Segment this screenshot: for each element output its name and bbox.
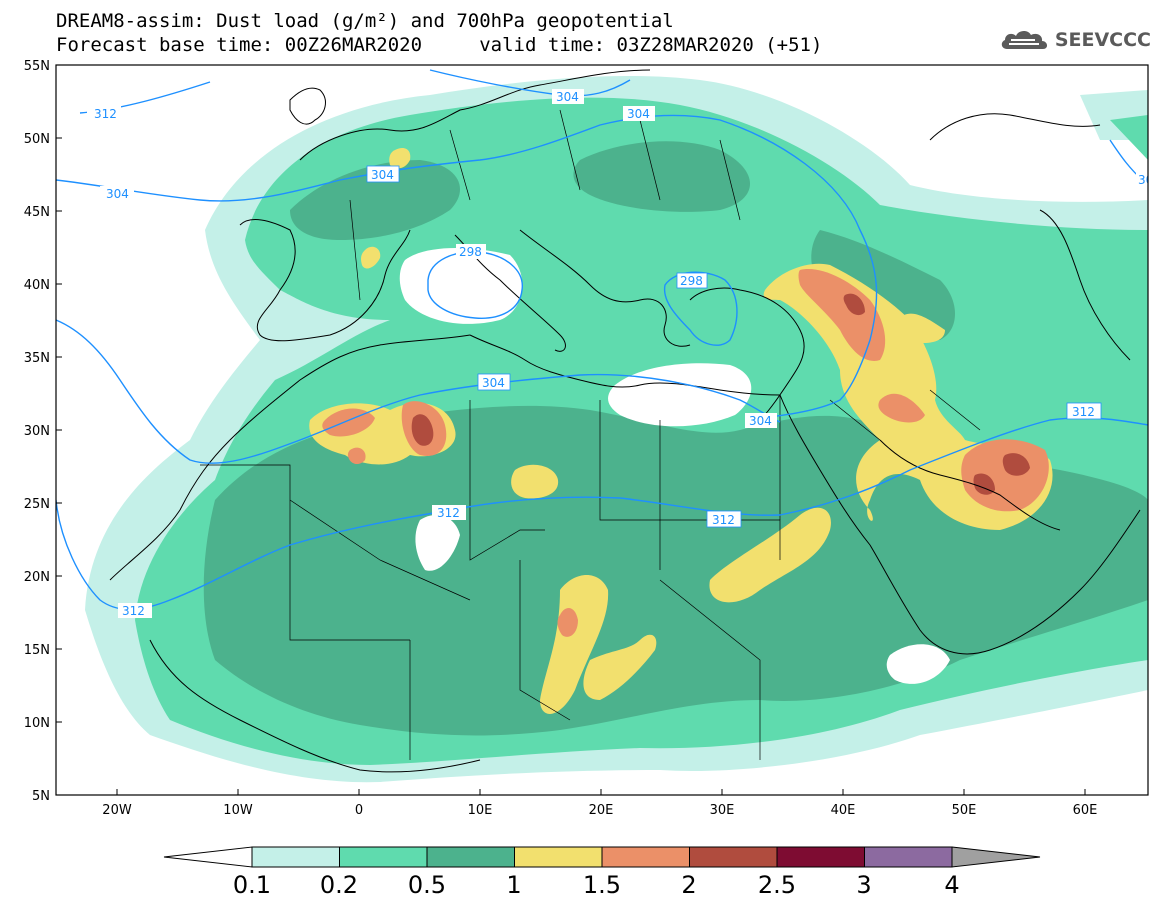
lat-tick-label: 25N (24, 497, 50, 512)
lon-tick-label: 60E (1073, 803, 1098, 818)
colorbar-label: 4 (944, 871, 959, 899)
colorbar-label: 1.5 (583, 871, 621, 899)
map-title: DREAM8-assim: Dust load (g/m²) and 700hP… (56, 10, 674, 32)
colorbar-labels: 0.1 0.2 0.5 1 1.5 2 2.5 3 4 (233, 871, 960, 899)
colorbar-low-arrow (163, 846, 253, 868)
lon-tick-label: 20E (589, 803, 614, 818)
colorbar-box (514, 846, 603, 868)
contour-label: 312 (122, 604, 145, 618)
seevccc-logo: SEEVCCC (999, 27, 1151, 53)
colorbar-box (776, 846, 865, 868)
lat-tick-label: 20N (24, 570, 50, 585)
colorbar-label: 2.5 (758, 871, 796, 899)
contour-label: 304 (106, 187, 129, 201)
lon-tick-label: 0 (355, 803, 363, 818)
contour-label: 312 (437, 506, 460, 520)
lat-labels: 55N 50N 45N 40N 35N 30N 25N 20N 15N 10N … (24, 59, 50, 804)
lon-labels: 20W 10W 0 10E 20E 30E 40E 50E 60E (102, 803, 1097, 818)
lat-tick-label: 45N (24, 205, 50, 220)
colorbar-box (689, 846, 778, 868)
colorbar-label: 0.2 (320, 871, 358, 899)
lat-tick-label: 10N (24, 716, 50, 731)
colorbar-box (864, 846, 953, 868)
lon-axis (116, 789, 1086, 795)
map-subtitle: Forecast base time: 00Z26MAR2020 valid t… (56, 34, 823, 56)
lon-tick-label: 50E (952, 803, 977, 818)
lat-axis (56, 64, 62, 796)
colorbar-label: 2 (681, 871, 696, 899)
lat-tick-label: 40N (24, 278, 50, 293)
contour-label: 30 (1138, 173, 1153, 187)
lat-tick-label: 15N (24, 643, 50, 658)
dust-band-2 (411, 293, 1030, 495)
lon-tick-label: 10E (468, 803, 493, 818)
cloud-icon (1001, 30, 1047, 49)
lon-tick-label: 30E (710, 803, 735, 818)
contour-label: 312 (712, 513, 735, 527)
colorbar-box (251, 846, 340, 868)
contour-label: 298 (680, 274, 703, 288)
lon-tick-label: 40E (831, 803, 856, 818)
colorbar-high-arrow (951, 846, 1041, 868)
contour-label: 304 (556, 90, 579, 104)
contour-label: 304 (749, 414, 772, 428)
country-borders (200, 109, 981, 760)
contour-label: 312 (94, 107, 117, 121)
contour-label: 304 (371, 168, 394, 182)
lon-tick-label: 10W (223, 803, 253, 818)
sea-areas (399, 248, 950, 684)
colorbar-box (601, 846, 690, 868)
coastlines (109, 69, 1141, 773)
colorbar-label: 0.1 (233, 871, 271, 899)
colorbar-boxes (251, 846, 953, 868)
colorbar-label: 0.5 (408, 871, 446, 899)
map-plot-area: 312 304 304 304 298 298 304 304 312 312 … (56, 65, 1153, 795)
contour-label-group: 312 304 304 304 298 298 304 304 312 312 … (87, 89, 1153, 618)
lat-tick-label: 5N (32, 789, 50, 804)
lat-tick-label: 35N (24, 351, 50, 366)
contour-label: 304 (482, 376, 505, 390)
dust-band-1.5 (322, 269, 1049, 637)
colorbar: 0.1 0.2 0.5 1 1.5 2 2.5 3 4 (163, 846, 1041, 899)
colorbar-box (339, 846, 428, 868)
lat-tick-label: 55N (24, 59, 50, 74)
contour-label: 304 (627, 107, 650, 121)
colorbar-label: 1 (506, 871, 521, 899)
contour-label: 298 (459, 245, 482, 259)
lat-tick-label: 30N (24, 424, 50, 439)
contour-label: 312 (1072, 405, 1095, 419)
logo-text: SEEVCCC (1054, 29, 1151, 51)
colorbar-label: 3 (856, 871, 871, 899)
lat-tick-label: 50N (24, 132, 50, 147)
colorbar-box (426, 846, 515, 868)
lon-tick-label: 20W (102, 803, 132, 818)
